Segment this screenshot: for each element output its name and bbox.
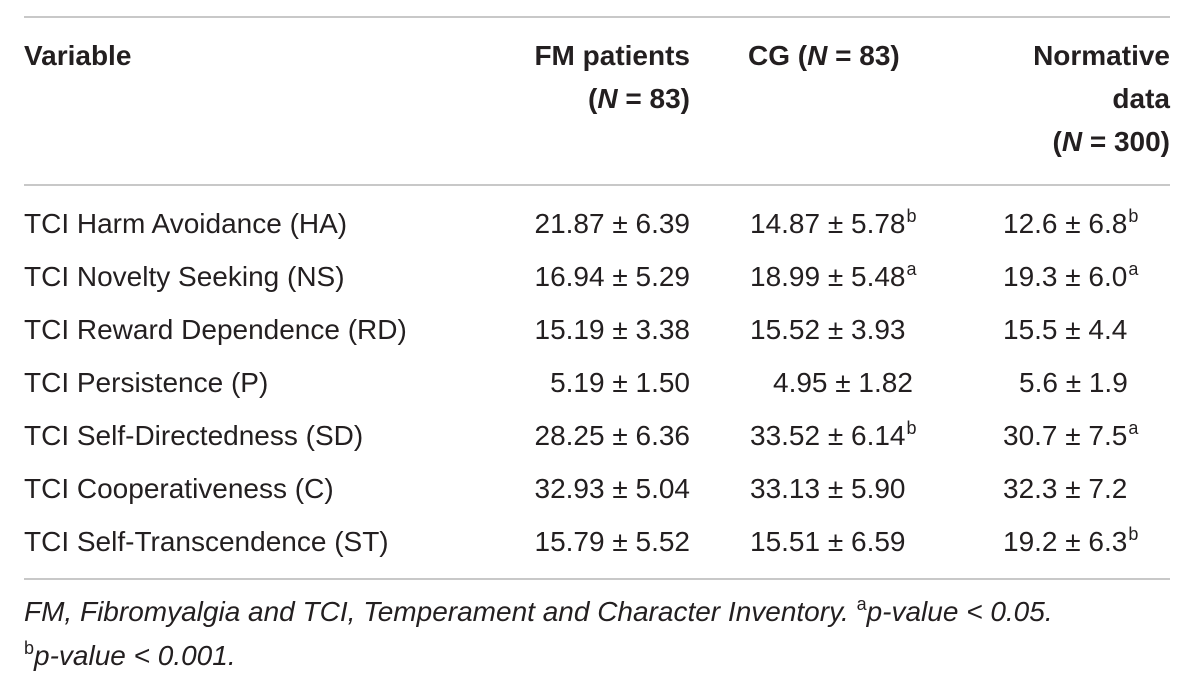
row-cg-value: 14.87 ± 5.78b (750, 206, 917, 239)
table-row: TCI Novelty Seeking (NS) 16.94 ± 5.29 18… (0, 250, 1200, 303)
header-normative-data: Normative data (N = 300) (1033, 40, 1170, 157)
row-variable: TCI Harm Avoidance (HA) (24, 208, 348, 239)
row-fm-value: 16.94 ± 5.29 (534, 261, 691, 292)
row-normative-value: 32.3 ± 7.2 (1003, 473, 1128, 504)
row-cg-value: 4.95 ± 1.82 (773, 367, 913, 398)
row-variable: TCI Reward Dependence (RD) (24, 314, 407, 345)
row-fm-value: 5.19 ± 1.50 (550, 367, 690, 398)
table-top-rule (24, 16, 1170, 18)
row-normative-value: 19.2 ± 6.3b (1003, 524, 1139, 557)
row-variable: TCI Self-Transcendence (ST) (24, 526, 389, 557)
row-fm-value: 28.25 ± 6.36 (534, 420, 691, 451)
row-cg-value: 33.52 ± 6.14b (750, 418, 917, 451)
table-row: TCI Harm Avoidance (HA) 21.87 ± 6.39 14.… (0, 197, 1200, 250)
row-normative-value: 12.6 ± 6.8b (1003, 206, 1139, 239)
table-row: TCI Self-Directedness (SD) 28.25 ± 6.36 … (0, 409, 1200, 462)
row-fm-value: 15.19 ± 3.38 (534, 314, 691, 345)
row-normative-value: 19.3 ± 6.0a (1003, 259, 1139, 292)
row-fm-value: 32.93 ± 5.04 (534, 473, 691, 504)
header-fm-patients: FM patients (N = 83) (534, 40, 690, 114)
row-cg-value: 33.13 ± 5.90 (750, 473, 906, 504)
table-header-rule (24, 184, 1170, 186)
table-bottom-rule (24, 578, 1170, 580)
row-fm-value: 15.79 ± 5.52 (534, 526, 691, 557)
row-variable: TCI Cooperativeness (C) (24, 473, 334, 504)
table-row: TCI Persistence (P) 5.19 ± 1.50 4.95 ± 1… (0, 356, 1200, 409)
row-cg-value: 15.51 ± 6.59 (750, 526, 906, 557)
table-footnote: FM, Fibromyalgia and TCI, Temperament an… (24, 594, 1053, 671)
table-row: TCI Reward Dependence (RD) 15.19 ± 3.38 … (0, 303, 1200, 356)
row-variable: TCI Persistence (P) (24, 367, 269, 398)
row-normative-value: 5.6 ± 1.9 (1019, 367, 1128, 398)
header-cg: CG (N = 83) (748, 40, 900, 71)
header-variable: Variable (24, 40, 132, 71)
table-row: TCI Cooperativeness (C) 32.93 ± 5.04 33.… (0, 462, 1200, 515)
row-normative-value: 30.7 ± 7.5a (1003, 418, 1139, 451)
row-variable: TCI Novelty Seeking (NS) (24, 261, 345, 292)
table-row: TCI Self-Transcendence (ST) 15.79 ± 5.52… (0, 515, 1200, 568)
row-cg-value: 15.52 ± 3.93 (750, 314, 906, 345)
row-normative-value: 15.5 ± 4.4 (1003, 314, 1128, 345)
row-fm-value: 21.87 ± 6.39 (534, 208, 691, 239)
row-cg-value: 18.99 ± 5.48a (750, 259, 917, 292)
row-variable: TCI Self-Directedness (SD) (24, 420, 364, 451)
